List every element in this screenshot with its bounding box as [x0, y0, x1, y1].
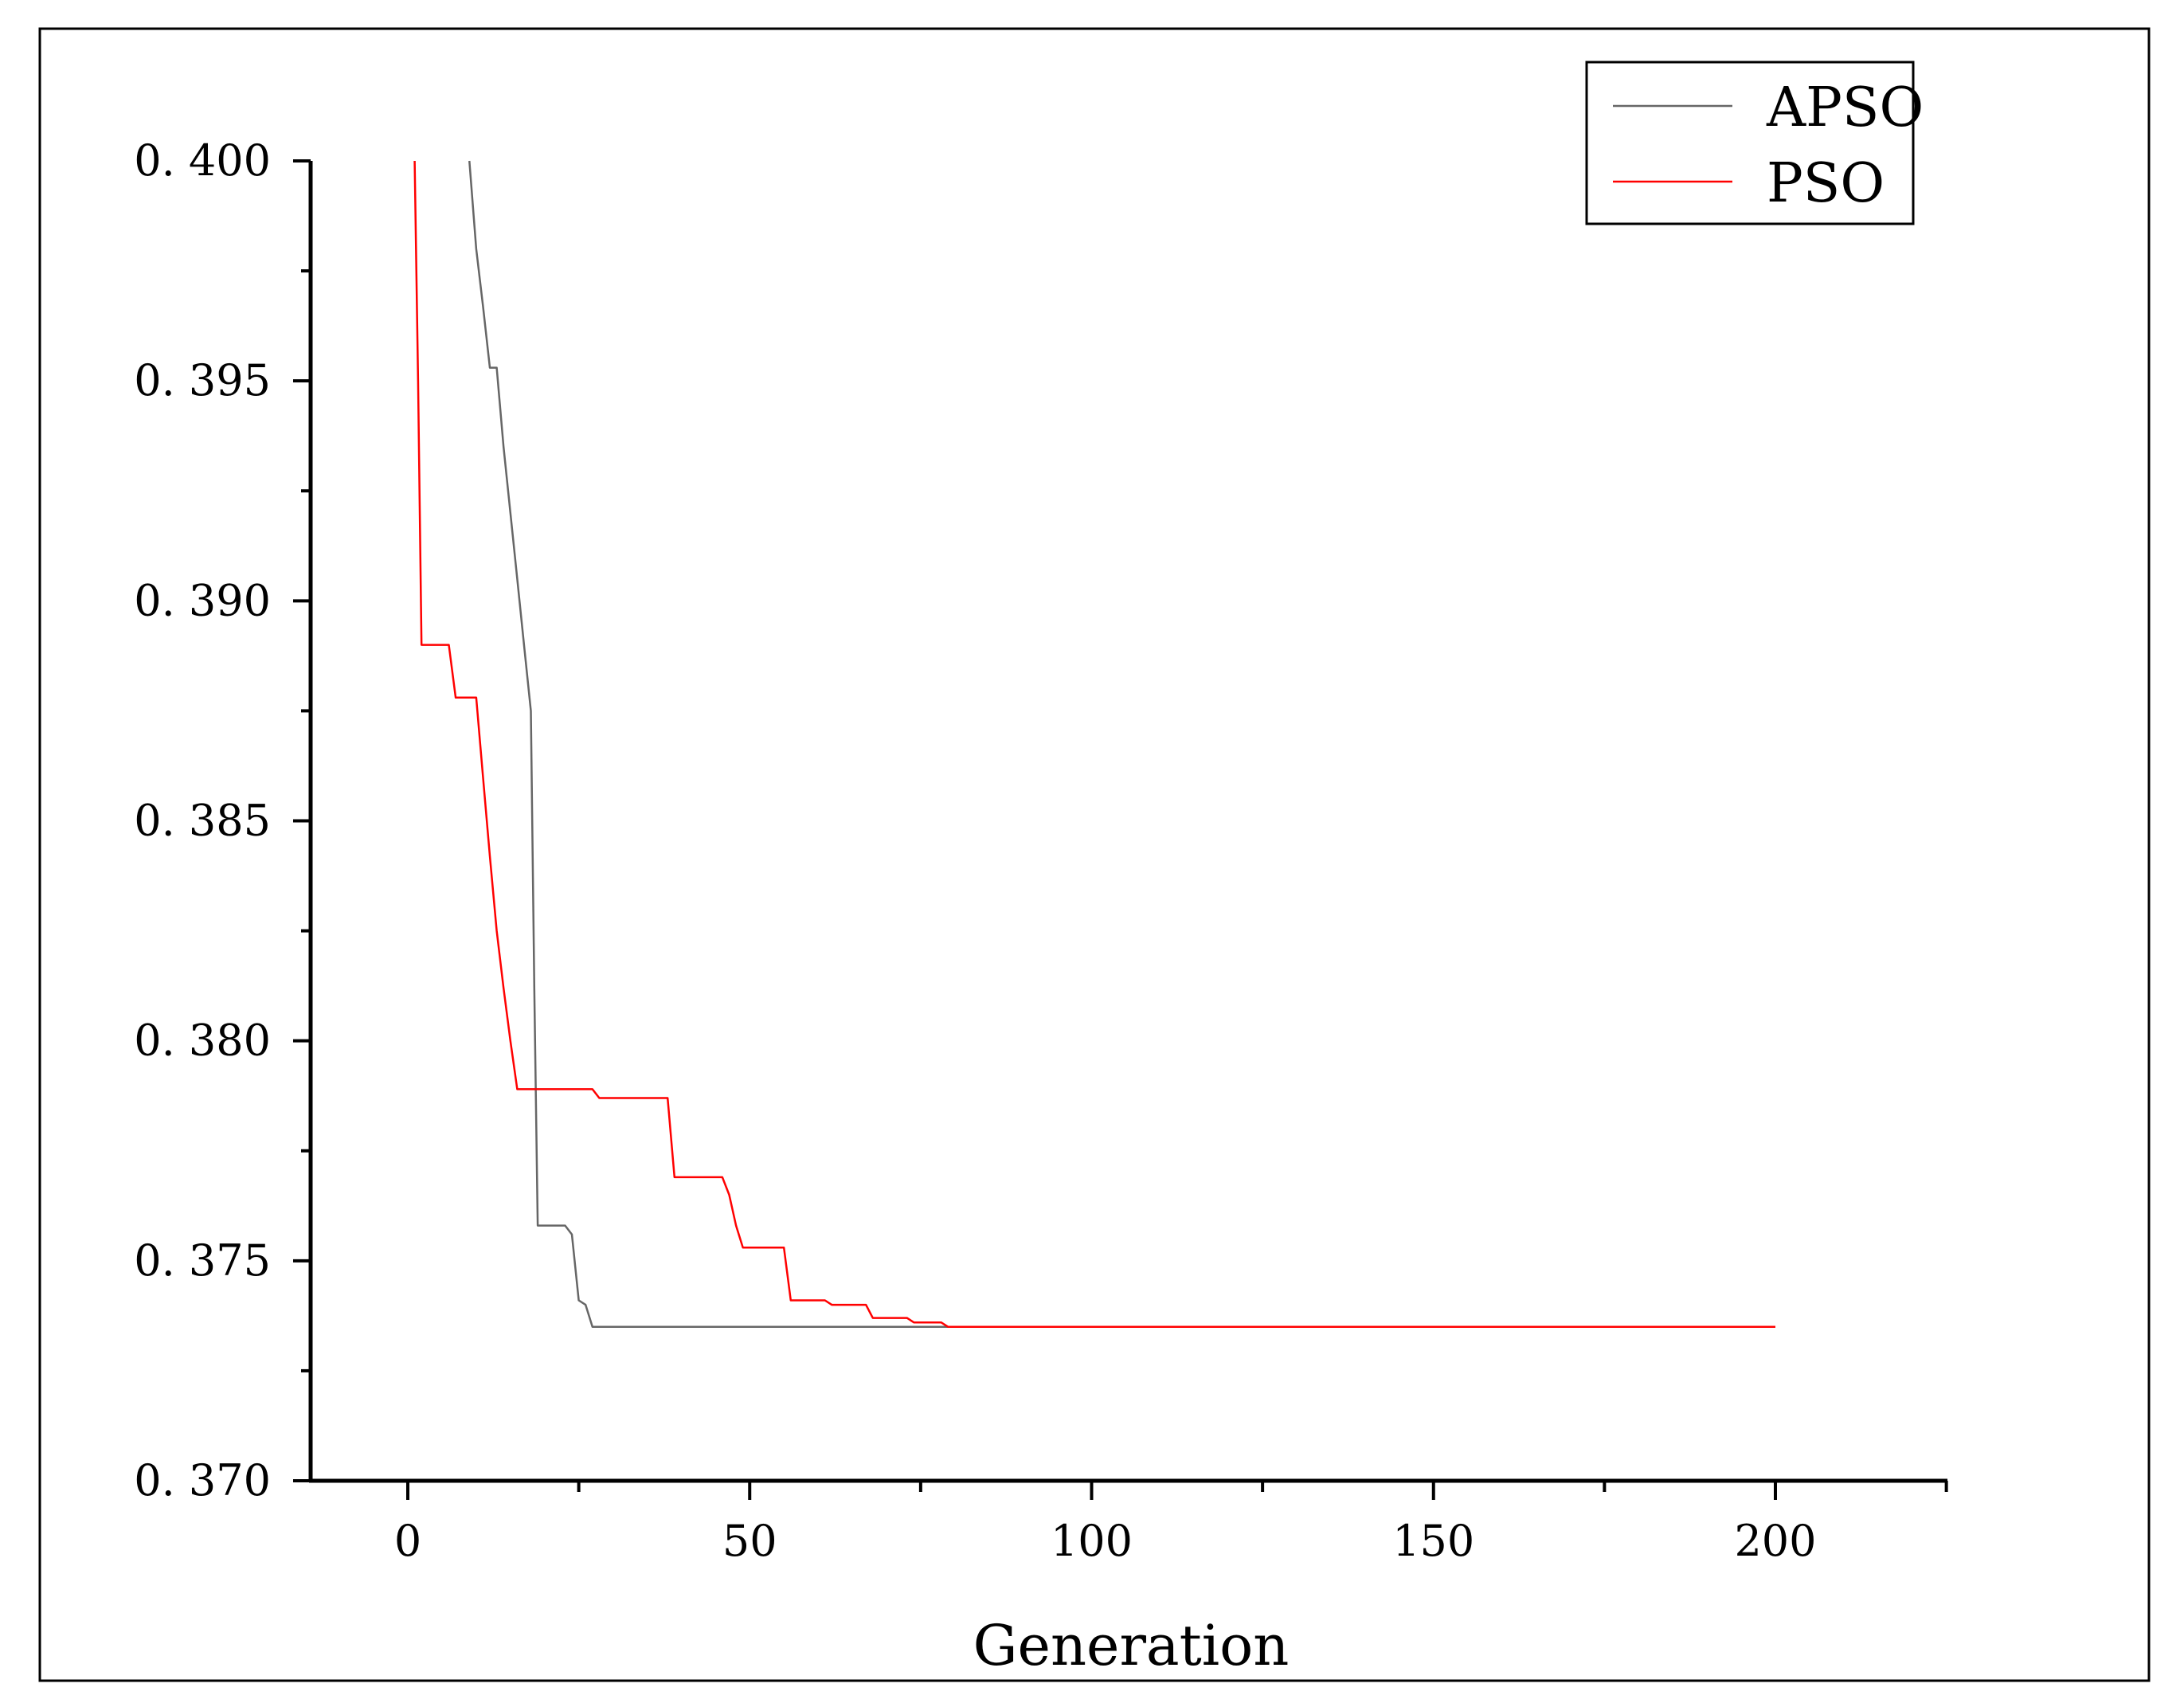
legend: APSO PSO [1585, 61, 1924, 225]
axes: 0. 370 0. 375 0. 380 0. 385 0. 390 0. 395 0. 4… [134, 135, 1948, 1566]
x-tick-label: 200 [1734, 1516, 1816, 1566]
y-tick-label: 0. 375 [134, 1235, 271, 1286]
x-tick-label: 0 [394, 1516, 421, 1566]
y-tick-label: 0. 390 [134, 575, 271, 625]
legend-label-apso: APSO [1766, 76, 1924, 139]
y-tick-label: 0. 385 [134, 796, 271, 846]
x-tick-label: 100 [1051, 1516, 1133, 1566]
legend-box [1585, 61, 1915, 225]
x-tick-label: 50 [722, 1516, 777, 1566]
y-tick-label: 0. 380 [134, 1016, 271, 1066]
y-tick-label: 0. 370 [134, 1455, 271, 1505]
x-axis-title: Generation [973, 1613, 1290, 1678]
y-tick-label: 0. 400 [134, 135, 271, 186]
x-tick-label: 150 [1392, 1516, 1474, 1566]
y-tick-label: 0. 395 [134, 355, 271, 405]
series-line-apso [468, 160, 1775, 1328]
plot-area [413, 160, 1775, 1328]
series-line-pso [413, 160, 1775, 1328]
chart-frame [38, 27, 2151, 1682]
legend-label-pso: PSO [1767, 152, 1885, 215]
